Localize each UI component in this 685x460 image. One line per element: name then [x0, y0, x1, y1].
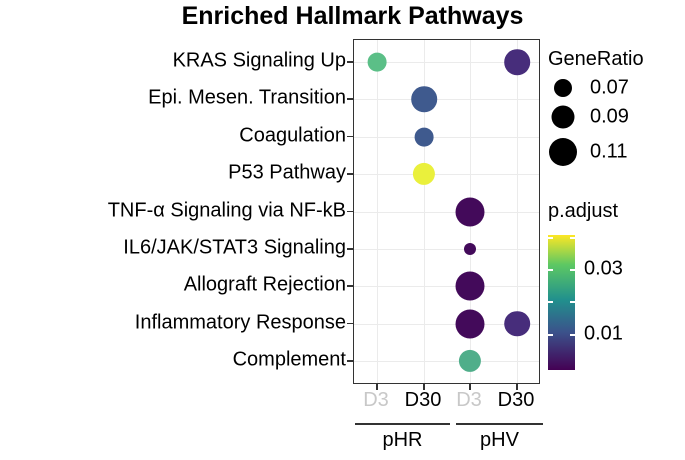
group-bracket-line: [355, 423, 450, 425]
chart-title: Enriched Hallmark Pathways: [181, 2, 524, 30]
color-legend-title: p.adjust: [548, 200, 619, 222]
data-point: [504, 49, 530, 75]
data-point: [504, 311, 530, 337]
colorbar-label: 0.01: [584, 322, 623, 345]
data-point: [367, 52, 387, 72]
data-point: [411, 86, 437, 113]
colorbar-tick: [548, 237, 553, 239]
colorbar-tick: [548, 301, 553, 303]
vertical-gridline: [424, 40, 425, 383]
data-point: [458, 350, 482, 373]
y-tick: [347, 285, 353, 287]
y-tick: [347, 61, 353, 63]
vertical-gridline: [377, 40, 378, 383]
y-tick: [347, 135, 353, 138]
horizontal-gridline: [354, 211, 539, 213]
y-tick-label: IL6/JAK/STAT3 Signaling: [123, 236, 346, 259]
data-point: [455, 309, 485, 339]
horizontal-gridline: [354, 62, 539, 63]
x-tick: [516, 384, 518, 390]
colorbar: [548, 235, 575, 370]
y-tick: [347, 360, 353, 362]
y-tick-label: P53 Pathway: [228, 161, 346, 184]
x-tick-label: D30: [404, 389, 442, 411]
group-label: pHV: [480, 429, 519, 451]
y-tick: [347, 210, 353, 213]
horizontal-gridline: [354, 174, 539, 176]
data-point: [455, 197, 485, 227]
colorbar-tick: [548, 269, 553, 271]
colorbar-tick: [570, 301, 575, 303]
data-point: [464, 243, 476, 255]
y-tick-label: KRAS Signaling Up: [172, 49, 346, 72]
y-tick-label: Epi. Mesen. Transition: [148, 86, 346, 109]
x-tick-label: D3: [363, 389, 389, 411]
size-legend-label: 0.09: [590, 105, 629, 128]
colorbar-tick: [570, 237, 575, 239]
horizontal-gridline: [354, 361, 539, 363]
horizontal-gridline: [354, 99, 539, 101]
data-point: [414, 127, 434, 147]
group-bracket-line: [456, 423, 543, 425]
data-point: [412, 163, 436, 186]
data-point: [455, 271, 485, 301]
y-tick: [347, 98, 353, 100]
size-legend-dot: [554, 79, 572, 97]
size-legend-dot: [551, 105, 575, 129]
y-tick-label: Inflammatory Response: [134, 311, 346, 334]
x-tick: [423, 384, 425, 390]
colorbar-label: 0.03: [584, 257, 623, 280]
y-tick-label: TNF-α Signaling via NF-kB: [107, 199, 346, 222]
horizontal-gridline: [354, 286, 539, 288]
size-legend-label: 0.11: [590, 140, 628, 163]
y-tick-label: Allograft Rejection: [183, 273, 346, 296]
horizontal-gridline: [354, 136, 539, 138]
y-tick: [347, 248, 353, 250]
size-legend-dot: [549, 138, 577, 166]
plot-panel: [353, 39, 540, 384]
y-tick: [347, 173, 353, 175]
size-legend-label: 0.07: [590, 76, 629, 99]
x-tick: [469, 384, 471, 390]
colorbar-tick: [570, 334, 575, 336]
y-tick-label: Coagulation: [239, 124, 346, 147]
colorbar-tick: [548, 334, 553, 336]
colorbar-tick: [570, 269, 575, 271]
horizontal-gridline: [354, 323, 539, 325]
x-tick-label: D3: [456, 389, 482, 411]
x-tick-label: D30: [497, 389, 535, 411]
vertical-gridline: [517, 40, 518, 383]
group-label: pHR: [382, 429, 423, 451]
horizontal-gridline: [354, 249, 539, 250]
x-tick: [376, 384, 378, 390]
size-legend-title: GeneRatio: [548, 48, 644, 70]
y-tick-label: Complement: [232, 348, 346, 371]
y-tick: [347, 322, 353, 325]
